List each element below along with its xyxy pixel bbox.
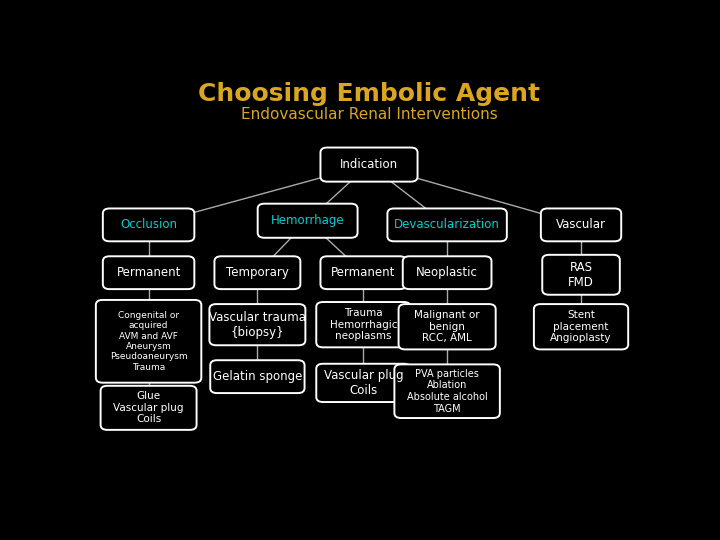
Text: Temporary: Temporary: [226, 266, 289, 279]
Text: Stent
placement
Angioplasty: Stent placement Angioplasty: [550, 310, 612, 343]
FancyBboxPatch shape: [402, 256, 492, 289]
Text: Indication: Indication: [340, 158, 398, 171]
Text: Trauma
Hemorrhagic
neoplasms: Trauma Hemorrhagic neoplasms: [330, 308, 397, 341]
Text: Vascular plug
Coils: Vascular plug Coils: [323, 369, 403, 397]
FancyBboxPatch shape: [316, 364, 410, 402]
FancyBboxPatch shape: [258, 204, 358, 238]
Text: Glue
Vascular plug
Coils: Glue Vascular plug Coils: [113, 392, 184, 424]
FancyBboxPatch shape: [316, 302, 410, 347]
Text: Occlusion: Occlusion: [120, 218, 177, 231]
FancyBboxPatch shape: [542, 255, 620, 295]
Text: Permanent: Permanent: [117, 266, 181, 279]
Text: Neoplastic: Neoplastic: [416, 266, 478, 279]
Text: Devascularization: Devascularization: [394, 218, 500, 231]
Text: Permanent: Permanent: [331, 266, 395, 279]
FancyBboxPatch shape: [210, 360, 305, 393]
Text: RAS
FMD: RAS FMD: [568, 261, 594, 289]
Text: Choosing Embolic Agent: Choosing Embolic Agent: [198, 82, 540, 106]
FancyBboxPatch shape: [210, 304, 305, 345]
FancyBboxPatch shape: [387, 208, 507, 241]
Text: Congenital or
acquired
AVM and AVF
Aneurysm
Pseudoaneurysm
Trauma: Congenital or acquired AVM and AVF Aneur…: [109, 311, 187, 372]
Text: Vascular trauma
{biopsy}: Vascular trauma {biopsy}: [209, 310, 306, 339]
Text: Hemorrhage: Hemorrhage: [271, 214, 344, 227]
FancyBboxPatch shape: [534, 304, 628, 349]
Text: Endovascular Renal Interventions: Endovascular Renal Interventions: [240, 107, 498, 122]
Text: Malignant or
benign
RCC, AML: Malignant or benign RCC, AML: [414, 310, 480, 343]
FancyBboxPatch shape: [320, 256, 406, 289]
FancyBboxPatch shape: [215, 256, 300, 289]
Text: Vascular: Vascular: [556, 218, 606, 231]
FancyBboxPatch shape: [101, 386, 197, 430]
FancyBboxPatch shape: [541, 208, 621, 241]
FancyBboxPatch shape: [103, 256, 194, 289]
FancyBboxPatch shape: [103, 208, 194, 241]
FancyBboxPatch shape: [399, 304, 495, 349]
FancyBboxPatch shape: [395, 364, 500, 418]
Text: Gelatin sponge: Gelatin sponge: [212, 370, 302, 383]
FancyBboxPatch shape: [96, 300, 202, 383]
FancyBboxPatch shape: [320, 147, 418, 181]
Text: PVA particles
Ablation
Absolute alcohol
TAGM: PVA particles Ablation Absolute alcohol …: [407, 369, 487, 414]
